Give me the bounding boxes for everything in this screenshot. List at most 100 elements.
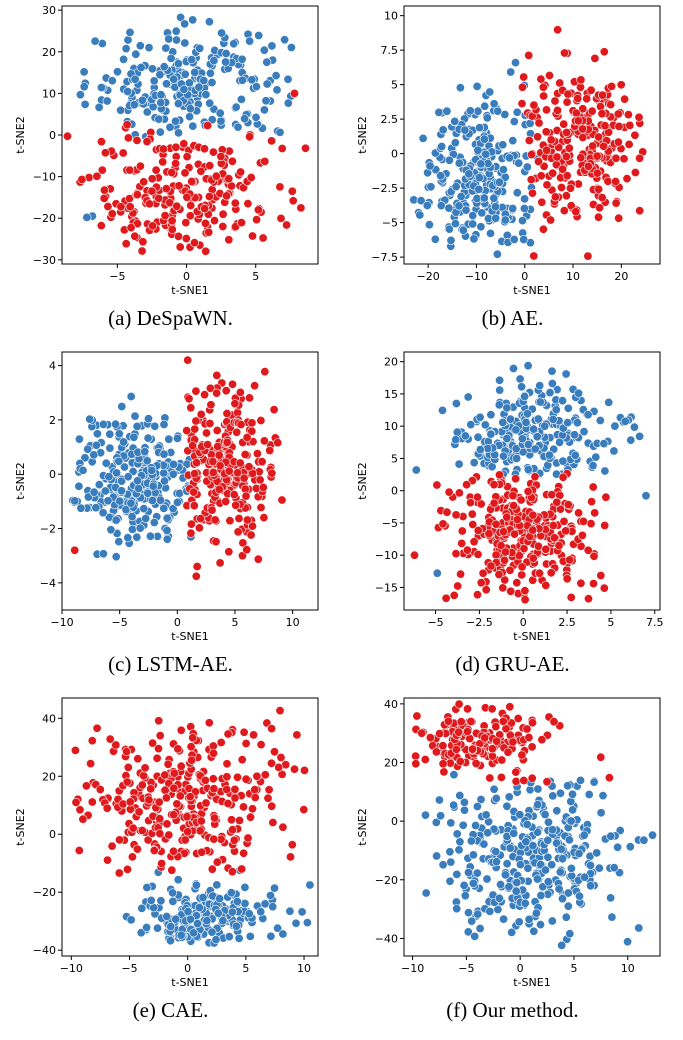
x-tick-label: 0 [521, 270, 528, 283]
benign-point [421, 888, 431, 898]
anomalous-point [411, 759, 421, 769]
anomalous-point [273, 438, 283, 448]
anomalous-point [571, 207, 581, 217]
benign-point [606, 831, 616, 841]
axes-frame [403, 697, 661, 957]
benign-point [626, 435, 636, 445]
benign-point [194, 903, 204, 913]
anomalous-point [250, 793, 260, 803]
benign-point [234, 933, 244, 943]
benign-point [613, 842, 623, 852]
anomalous-point [237, 864, 247, 874]
benign-point [184, 78, 194, 88]
x-tick-label: 10 [286, 616, 300, 629]
anomalous-point [587, 106, 597, 116]
y-tick-label: −15 [375, 581, 398, 594]
y-tick-label: −5 [382, 517, 398, 530]
anomalous-point [622, 174, 632, 184]
benign-point [583, 410, 593, 420]
anomalous-point [600, 121, 610, 131]
anomalous-point [449, 590, 459, 600]
anomalous-point [502, 512, 512, 522]
anomalous-point [635, 206, 645, 216]
anomalous-point [160, 770, 170, 780]
benign-point [83, 444, 93, 454]
benign-point [76, 503, 86, 513]
y-axis-label: t-SNE2 [356, 116, 369, 153]
benign-point [500, 870, 510, 880]
benign-point [233, 122, 243, 132]
anomalous-point [589, 551, 599, 561]
anomalous-point [192, 562, 202, 572]
y-tick-label: −4 [40, 577, 56, 590]
benign-point [558, 894, 568, 904]
anomalous-point [454, 488, 464, 498]
caption-d: (d) GRU-AE. [455, 652, 570, 676]
anomalous-point [438, 519, 448, 529]
benign-point [168, 896, 178, 906]
anomalous-point [456, 717, 466, 727]
benign-point [647, 830, 657, 840]
benign-point [500, 215, 510, 225]
benign-point [442, 106, 452, 116]
anomalous-point [451, 510, 461, 520]
anomalous-point [243, 833, 253, 843]
anomalous-point [541, 127, 551, 137]
x-tick-label: 5 [252, 270, 259, 283]
benign-point [179, 84, 189, 94]
anomalous-point [574, 508, 584, 518]
benign-point [432, 851, 442, 861]
benign-point [80, 99, 90, 109]
anomalous-point [140, 763, 150, 773]
benign-point [156, 90, 166, 100]
anomalous-point [132, 844, 142, 854]
benign-point [536, 920, 546, 930]
y-tick-label: 4 [49, 360, 56, 373]
benign-point [467, 916, 477, 926]
benign-point [302, 918, 312, 928]
anomalous-point [263, 793, 273, 803]
benign-point [113, 67, 123, 77]
benign-point [452, 869, 462, 879]
anomalous-point [225, 516, 235, 526]
benign-point [148, 481, 158, 491]
benign-point [166, 936, 176, 946]
benign-point [185, 104, 195, 114]
benign-point [570, 430, 580, 440]
anomalous-point [211, 537, 221, 547]
y-tick-label: −10 [33, 171, 56, 184]
anomalous-point [183, 355, 193, 365]
benign-point [112, 468, 122, 478]
scatter-plot-f: −10 −5 0 5 10 −40 −20 0 20 40 t-SNE1 t-SNE2 [356, 697, 661, 989]
anomalous-point [209, 834, 219, 844]
benign-point [511, 58, 521, 68]
anomalous-point [497, 755, 507, 765]
anomalous-point [491, 722, 501, 732]
benign-point [547, 366, 557, 376]
anomalous-point [473, 590, 483, 600]
anomalous-point [182, 812, 192, 822]
anomalous-point [107, 209, 117, 219]
benign-point [247, 75, 257, 85]
benign-point [80, 453, 90, 463]
benign-point [548, 414, 558, 424]
anomalous-point [599, 47, 609, 57]
anomalous-point [528, 553, 538, 563]
anomalous-point [71, 797, 81, 807]
anomalous-point [212, 370, 222, 380]
anomalous-point [534, 157, 544, 167]
benign-point [103, 496, 113, 506]
anomalous-point [222, 191, 232, 201]
anomalous-point [285, 852, 295, 862]
anomalous-point [546, 135, 556, 145]
benign-point [509, 235, 519, 245]
benign-point [634, 923, 644, 933]
y-tick-label: 0 [391, 815, 398, 828]
anomalous-point [451, 744, 461, 754]
benign-point [524, 914, 534, 924]
benign-point [137, 903, 147, 913]
benign-point [606, 893, 616, 903]
benign-point [641, 491, 651, 501]
anomalous-point [508, 491, 518, 501]
x-tick-label: 0 [183, 270, 190, 283]
